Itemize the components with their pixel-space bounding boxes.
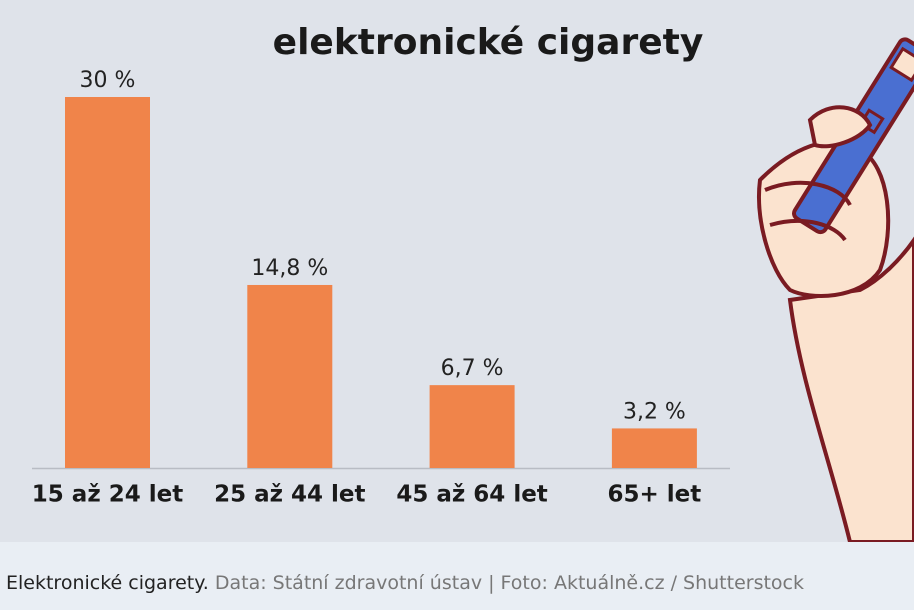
value-label: 3,2 % — [623, 399, 686, 424]
x-tick-label: 45 až 64 let — [396, 482, 547, 508]
bar — [429, 385, 515, 468]
value-label: 6,7 % — [441, 356, 504, 381]
x-tick-label: 65+ let — [608, 482, 702, 508]
bar — [611, 428, 697, 468]
value-label: 14,8 % — [251, 256, 328, 281]
chart-title: elektronické cigarety — [273, 22, 704, 63]
value-label: 30 % — [80, 68, 136, 93]
x-tick-label: 15 až 24 let — [32, 482, 183, 508]
bar — [247, 284, 333, 468]
illustration — [757, 37, 914, 542]
bar — [65, 97, 150, 468]
chart: elektronické cigarety 30 % 15 až 24 let 14… — [0, 0, 914, 542]
x-tick-label: 25 až 44 let — [214, 482, 365, 508]
caption-title: Elektronické cigarety. — [6, 572, 209, 594]
caption: Elektronické cigarety. Data: Státní zdra… — [6, 572, 804, 594]
caption-source: Data: Státní zdravotní ústav | Foto: Akt… — [214, 572, 804, 594]
